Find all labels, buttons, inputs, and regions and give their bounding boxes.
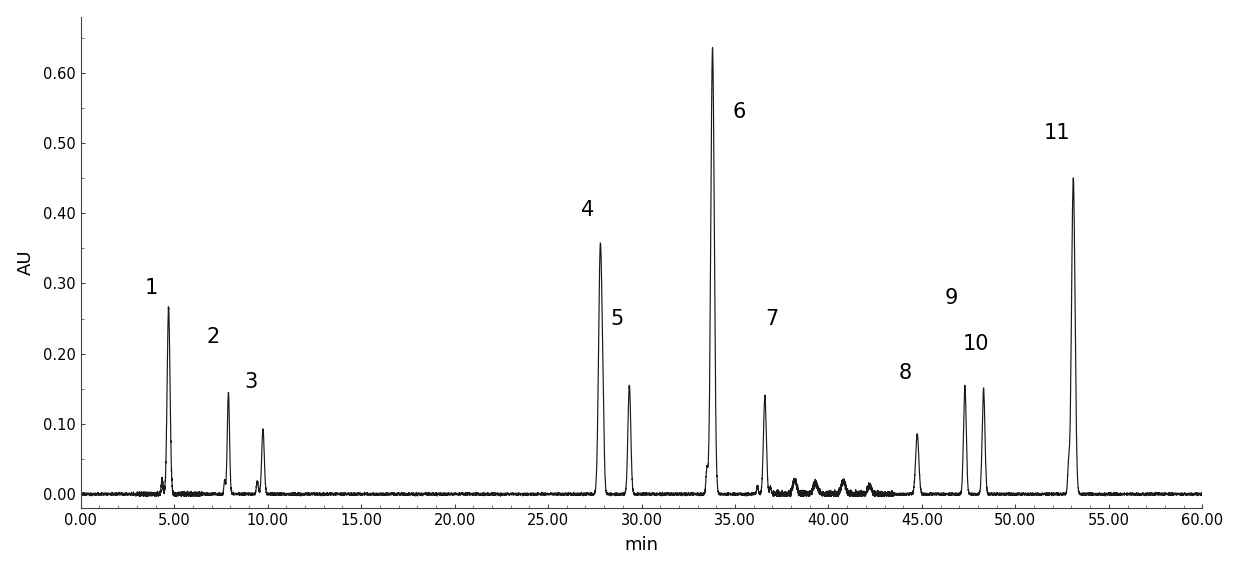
- X-axis label: min: min: [625, 536, 658, 554]
- Text: 1: 1: [145, 278, 159, 297]
- Text: 9: 9: [945, 288, 959, 308]
- Text: 5: 5: [610, 309, 624, 329]
- Text: 11: 11: [1043, 123, 1070, 143]
- Text: 4: 4: [580, 200, 594, 220]
- Text: 6: 6: [732, 102, 745, 122]
- Y-axis label: AU: AU: [16, 250, 35, 275]
- Text: 2: 2: [207, 327, 219, 347]
- Text: 10: 10: [962, 333, 990, 353]
- Text: 7: 7: [766, 309, 779, 329]
- Text: 3: 3: [244, 372, 258, 392]
- Text: 8: 8: [899, 363, 911, 383]
